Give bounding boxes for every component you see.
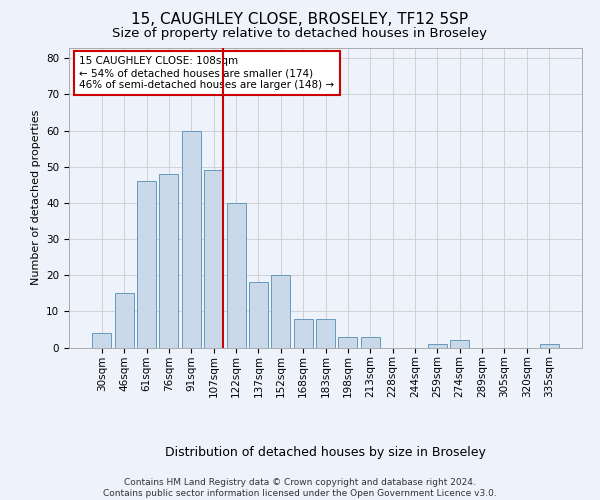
Bar (316, 318, 335, 348)
Bar (92, 333, 112, 347)
Y-axis label: Number of detached properties: Number of detached properties (31, 110, 41, 285)
Text: 15 CAUGHLEY CLOSE: 108sqm
← 54% of detached houses are smaller (174)
46% of semi: 15 CAUGHLEY CLOSE: 108sqm ← 54% of detac… (79, 56, 334, 90)
Text: Contains HM Land Registry data © Crown copyright and database right 2024.
Contai: Contains HM Land Registry data © Crown c… (103, 478, 497, 498)
Text: 15, CAUGHLEY CLOSE, BROSELEY, TF12 5SP: 15, CAUGHLEY CLOSE, BROSELEY, TF12 5SP (131, 12, 469, 28)
Text: Size of property relative to detached houses in Broseley: Size of property relative to detached ho… (113, 28, 487, 40)
Bar (160, 174, 178, 348)
Bar (204, 170, 223, 348)
Bar (115, 294, 134, 348)
Bar (539, 344, 559, 348)
Bar (182, 130, 201, 348)
Bar (450, 340, 469, 347)
Bar (249, 282, 268, 348)
Bar (428, 344, 447, 348)
Bar (361, 336, 380, 347)
Bar (137, 181, 156, 348)
Bar (293, 318, 313, 348)
Bar (271, 275, 290, 347)
Bar (338, 336, 358, 347)
X-axis label: Distribution of detached houses by size in Broseley: Distribution of detached houses by size … (165, 446, 486, 459)
Bar (227, 203, 245, 348)
